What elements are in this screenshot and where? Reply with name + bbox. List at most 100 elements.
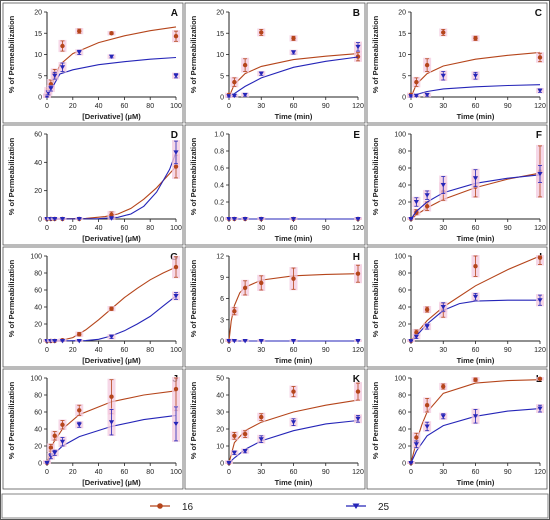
data-point-25 (173, 421, 179, 427)
x-tick-label: 90 (322, 225, 330, 232)
data-point-25 (76, 422, 82, 428)
x-tick-label: 40 (95, 469, 103, 476)
x-tick-label: 0 (409, 225, 413, 232)
data-point-16 (259, 280, 264, 286)
panel-D: 0 20 40 60 0 20 40 60 80 100 [Derivative] (µM) % of… (2, 124, 184, 246)
series-25 (225, 217, 362, 222)
y-tick-label: 40 (34, 305, 42, 312)
y-tick-label: 80 (398, 149, 406, 156)
series-25 (43, 291, 180, 344)
panel-frame (366, 124, 548, 246)
fit-curve-16 (228, 399, 359, 464)
x-tick-label: 0 (45, 225, 49, 232)
data-point-25 (48, 86, 54, 91)
data-point-25 (424, 193, 430, 198)
x-tick-label: 120 (352, 103, 364, 110)
data-point-25 (258, 71, 264, 77)
y-tick-label: 60 (398, 410, 406, 417)
x-axis-label: Time (min) (457, 234, 495, 243)
series-25 (407, 292, 544, 344)
x-axis-label: [Derivative] (µM) (82, 478, 141, 487)
y-tick-label: 60 (398, 288, 406, 295)
x-tick-label: 0 (45, 103, 49, 110)
series-25 (43, 405, 180, 466)
panel-J: 0 20 40 60 80 100 0 20 40 60 80 100 [Derivative] (µM… (2, 368, 184, 490)
data-point-25 (258, 217, 264, 222)
data-point-25 (408, 339, 414, 344)
data-point-25 (440, 414, 446, 419)
data-point-25 (173, 73, 179, 79)
data-point-25 (108, 216, 115, 221)
y-tick-label: 0 (402, 461, 406, 468)
data-point-25 (440, 183, 446, 188)
x-axis-label: Time (min) (457, 478, 495, 487)
data-point-16 (355, 271, 361, 276)
data-point-16 (242, 431, 248, 437)
data-point-25 (59, 65, 66, 70)
x-tick-label: 80 (146, 347, 154, 354)
data-point-25 (108, 420, 115, 425)
data-point-25 (52, 217, 58, 222)
y-tick-label: 5 (38, 73, 42, 80)
y-tick-label: 80 (398, 271, 406, 278)
data-point-16 (77, 332, 82, 337)
x-tick-label: 120 (534, 469, 546, 476)
data-point-25 (424, 424, 430, 429)
data-point-25 (59, 217, 66, 222)
data-point-16 (537, 55, 543, 60)
y-tick-label: 80 (34, 393, 42, 400)
data-point-16 (441, 30, 446, 35)
x-tick-label: 20 (69, 347, 77, 354)
x-axis-label: Time (min) (457, 112, 495, 121)
y-tick-label: 50 (216, 376, 224, 383)
data-point-16 (259, 30, 264, 35)
data-point-16 (355, 389, 361, 394)
data-point-16 (424, 403, 430, 408)
y-tick-label: 60 (398, 166, 406, 173)
x-axis-label: Time (min) (275, 356, 313, 365)
y-tick-label: 100 (394, 376, 406, 383)
x-tick-label: 20 (69, 103, 77, 110)
fit-curve-25 (410, 299, 540, 342)
data-point-25 (76, 50, 82, 55)
legend: 16 25 (1, 493, 549, 519)
y-tick-label: 0.8 (214, 149, 224, 156)
y-tick-label: 0 (38, 217, 42, 224)
data-point-25 (413, 200, 419, 205)
data-point-16 (109, 31, 114, 36)
panel-letter: C (535, 8, 542, 19)
data-point-16 (109, 306, 114, 311)
fit-curve-16 (46, 166, 177, 220)
x-axis-label: Time (min) (275, 478, 313, 487)
data-point-25 (472, 73, 479, 79)
y-tick-label: 10 (216, 52, 224, 59)
y-tick-label: 1.0 (214, 132, 224, 139)
panel-frame (366, 246, 548, 368)
data-point-25 (537, 406, 543, 411)
x-tick-label: 0 (409, 347, 413, 354)
data-point-16 (232, 309, 237, 314)
x-tick-label: 90 (504, 347, 512, 354)
x-tick-label: 20 (69, 225, 77, 232)
y-axis-label: % of Permeabilization (189, 259, 198, 337)
x-tick-label: 0 (227, 469, 231, 476)
x-axis-label: [Derivative] (µM) (82, 112, 141, 121)
data-point-25 (355, 44, 361, 50)
y-tick-label: 30 (216, 410, 224, 417)
x-tick-label: 60 (472, 225, 480, 232)
x-tick-label: 20 (69, 469, 77, 476)
x-tick-label: 0 (45, 469, 49, 476)
data-point-16 (441, 384, 446, 389)
y-tick-label: 0.4 (214, 183, 224, 190)
y-tick-label: 3 (220, 317, 224, 324)
x-tick-label: 60 (472, 347, 480, 354)
data-point-25 (440, 73, 446, 79)
x-tick-label: 0 (409, 469, 413, 476)
data-point-16 (414, 330, 419, 335)
panel-I: 0 20 40 60 80 100 0 30 60 90 120 Time (min) % of Per… (366, 246, 548, 368)
y-axis-label: % of Permeabilization (7, 137, 16, 215)
data-point-25 (44, 461, 50, 466)
data-point-16 (173, 386, 179, 392)
x-tick-label: 0 (227, 347, 231, 354)
